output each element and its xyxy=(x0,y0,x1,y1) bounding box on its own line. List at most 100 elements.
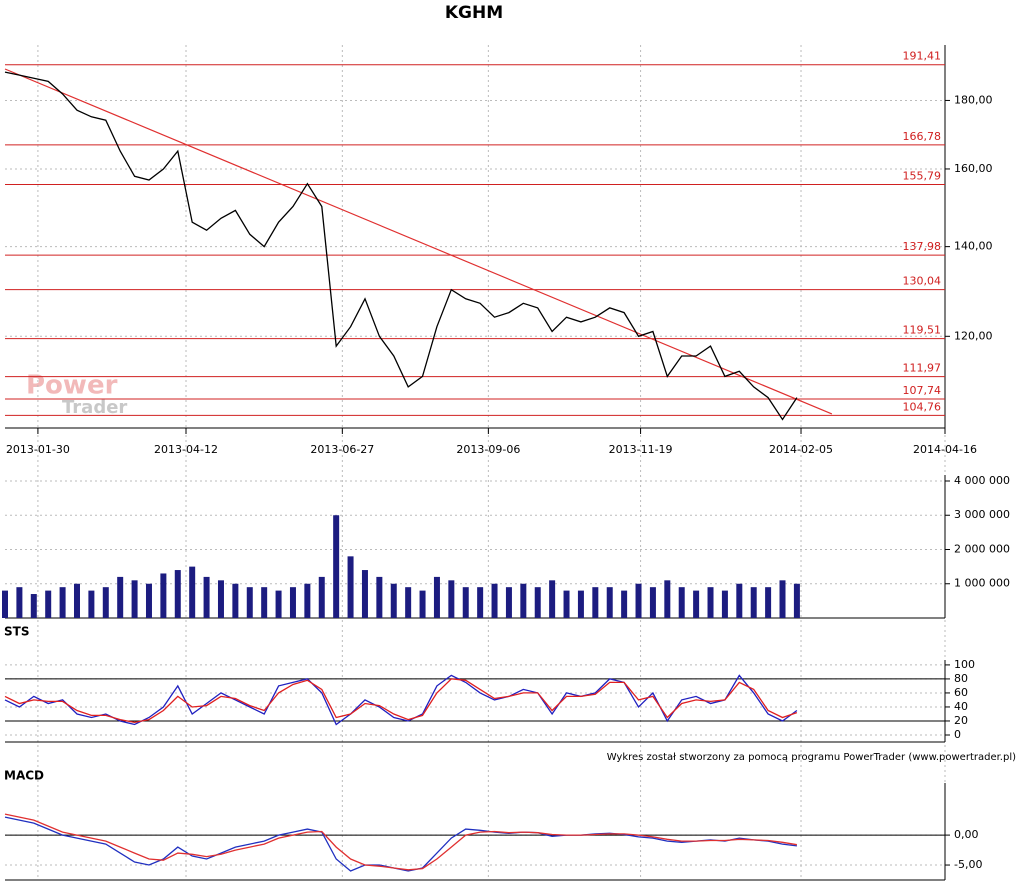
bar xyxy=(376,576,383,618)
y-tick-label: -5,00 xyxy=(954,858,982,871)
x-tick-label: 2013-01-30 xyxy=(6,443,70,456)
y-tick-label: 140,00 xyxy=(954,240,993,253)
bar xyxy=(563,590,570,618)
bar xyxy=(606,587,613,618)
bar xyxy=(678,587,685,618)
bar xyxy=(30,594,37,618)
bar xyxy=(59,587,66,618)
line-series xyxy=(4,71,798,421)
bar xyxy=(736,583,743,618)
bar xyxy=(203,576,210,618)
bar xyxy=(246,587,253,618)
x-tick-label: 2013-04-12 xyxy=(154,443,218,456)
bar xyxy=(174,570,181,618)
bar xyxy=(16,587,23,618)
y-tick-label: 1 000 000 xyxy=(954,577,1010,590)
bar xyxy=(520,583,527,618)
bar xyxy=(160,573,167,618)
x-tick-label: 2013-09-06 xyxy=(456,443,520,456)
bar xyxy=(45,590,52,618)
bar xyxy=(448,580,455,618)
y-tick-label: 100 xyxy=(954,658,975,671)
bar xyxy=(333,515,340,618)
y-tick-label: 0 xyxy=(954,728,961,741)
y-tick-label: 3 000 000 xyxy=(954,508,1010,521)
bar xyxy=(664,580,671,618)
level-label: 130,04 xyxy=(903,275,942,288)
bar xyxy=(793,583,800,618)
bar xyxy=(491,583,498,618)
bar xyxy=(405,587,412,618)
bar xyxy=(750,587,757,618)
bar xyxy=(592,587,599,618)
y-tick-label: 80 xyxy=(954,672,968,685)
bar xyxy=(505,587,512,618)
bar xyxy=(73,583,80,618)
level-label: 155,79 xyxy=(903,169,942,182)
bar xyxy=(318,576,325,618)
panel-title: STS xyxy=(4,625,29,639)
y-tick-label: 2 000 000 xyxy=(954,542,1010,555)
watermark: Power xyxy=(26,371,118,401)
level-label: 137,98 xyxy=(903,240,942,253)
y-tick-label: 180,00 xyxy=(954,93,993,106)
bar xyxy=(261,587,268,618)
line-series xyxy=(4,674,798,726)
bar xyxy=(189,566,196,618)
bar xyxy=(621,590,628,618)
y-tick-label: 160,00 xyxy=(954,162,993,175)
footer: Wykres został stworzony za pomocą progra… xyxy=(607,752,1016,763)
level-label: 191,41 xyxy=(903,50,942,63)
line-series xyxy=(4,813,798,871)
bar xyxy=(635,583,642,618)
level-label: 104,76 xyxy=(903,400,942,413)
bar xyxy=(534,587,541,618)
bar xyxy=(477,587,484,618)
y-tick-label: 0,00 xyxy=(954,828,979,841)
bar xyxy=(2,590,8,618)
bar xyxy=(361,570,368,618)
bar xyxy=(390,583,397,618)
level-label: 111,97 xyxy=(903,362,942,375)
bar xyxy=(779,580,786,618)
watermark: Trader xyxy=(62,397,127,418)
bar xyxy=(117,576,124,618)
y-tick-label: 40 xyxy=(954,700,968,713)
x-tick-label: 2014-04-16 xyxy=(913,443,977,456)
bar xyxy=(765,587,772,618)
panel-title: MACD xyxy=(4,769,44,783)
bar xyxy=(88,590,95,618)
panel-title: KGHM xyxy=(445,3,503,23)
bar xyxy=(145,583,152,618)
x-tick-label: 2013-11-19 xyxy=(609,443,673,456)
bar xyxy=(131,580,138,618)
y-tick-label: 4 000 000 xyxy=(954,474,1010,487)
bar xyxy=(577,590,584,618)
bar xyxy=(693,590,700,618)
bar xyxy=(304,583,311,618)
x-tick-label: 2014-02-05 xyxy=(769,443,833,456)
y-tick-label: 60 xyxy=(954,686,968,699)
bar xyxy=(549,580,556,618)
bar xyxy=(217,580,224,618)
bar xyxy=(433,576,440,618)
bar xyxy=(232,583,239,618)
bar xyxy=(102,587,109,618)
bar xyxy=(347,556,354,618)
y-tick-label: 20 xyxy=(954,714,968,727)
line-series xyxy=(4,678,798,724)
bar xyxy=(707,587,714,618)
level-label: 166,78 xyxy=(903,130,942,143)
bar xyxy=(275,590,282,618)
bar xyxy=(649,587,656,618)
bar xyxy=(721,590,728,618)
y-tick-label: 120,00 xyxy=(954,329,993,342)
level-label: 107,74 xyxy=(903,384,942,397)
x-tick-label: 2013-06-27 xyxy=(310,443,374,456)
bar xyxy=(419,590,426,618)
bar xyxy=(462,587,469,618)
bar xyxy=(289,587,296,618)
level-label: 119,51 xyxy=(903,324,942,337)
